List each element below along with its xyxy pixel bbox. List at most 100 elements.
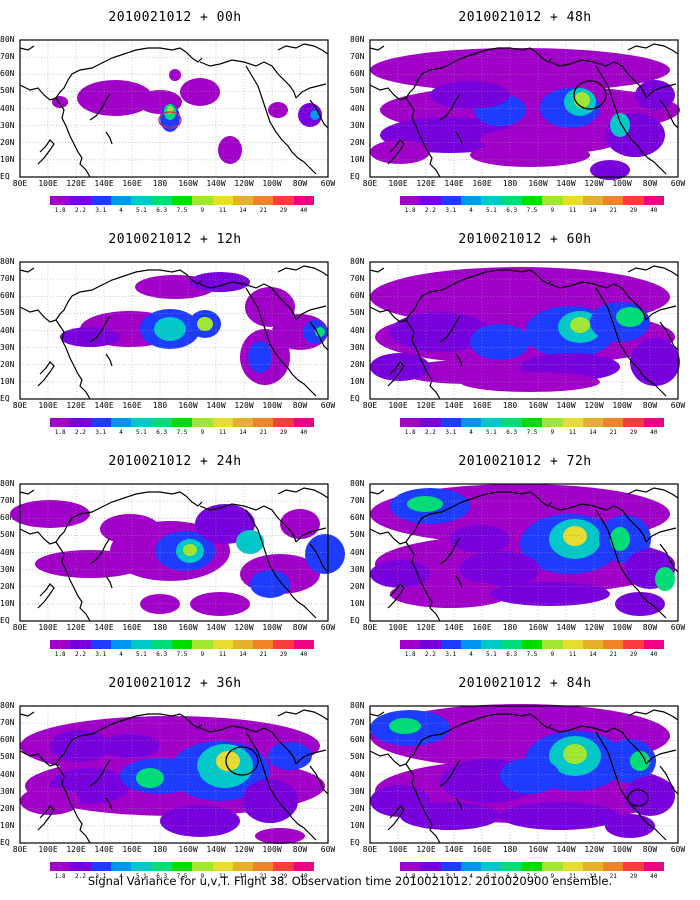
colorbar-swatch: [50, 862, 71, 871]
colorbar-label: 1.8: [404, 873, 416, 880]
colorbar-swatch: [131, 418, 152, 427]
longitude-label: 120W: [584, 401, 604, 410]
colorbar-label: 21: [609, 429, 617, 436]
colorbar-swatch: [192, 640, 213, 649]
colorbar-swatch: [582, 862, 604, 871]
latitude-label: 30N: [350, 564, 365, 574]
colorbar-swatch: [440, 640, 461, 649]
colorbar-label: 5.1: [485, 873, 497, 880]
colorbar-swatch: [293, 418, 315, 427]
longitude-axis-labels: 80E 100E 120E 140E 160E 180 160W 140W 120W 100W 80…: [350, 623, 700, 633]
longitude-label: 140W: [556, 623, 576, 632]
latitude-axis-labels: 80N 70N 60N 50N 40N 30N 20N 10N EQ: [350, 36, 370, 181]
colorbar-swatch: [293, 862, 315, 871]
colorbar-swatch: [212, 418, 233, 427]
variance-contour-region: [610, 527, 630, 551]
colorbar-label: 6.3: [156, 429, 168, 436]
colorbar-label: 7.5: [176, 873, 188, 880]
longitude-label: 160E: [472, 401, 492, 410]
colorbar-label: 5.1: [135, 651, 147, 658]
longitude-label: 160W: [178, 179, 198, 188]
longitude-label: 60W: [670, 179, 686, 188]
longitude-label: 180: [152, 179, 168, 188]
colorbar-label: 4: [119, 651, 123, 658]
colorbar-swatch: [521, 862, 543, 871]
colorbar-label: 14: [239, 207, 247, 214]
colorbar-swatch: [151, 418, 172, 427]
longitude-label: 120E: [66, 623, 86, 632]
latitude-label: 30N: [350, 786, 365, 796]
longitude-label: 120E: [416, 401, 436, 410]
colorbar-swatch: [192, 862, 213, 871]
latitude-label: 40N: [0, 547, 15, 557]
variance-contour-region: [500, 758, 560, 794]
latitude-label: 30N: [350, 342, 365, 352]
signal-variance-map: [19, 39, 329, 178]
longitude-label: 140E: [94, 401, 114, 410]
longitude-label: 80E: [362, 401, 378, 410]
variance-contour-region: [136, 768, 164, 788]
colorbar-swatch: [400, 418, 421, 427]
longitude-label: 140W: [556, 179, 576, 188]
colorbar-label: 2.2: [75, 429, 86, 436]
colorbar-label: 29: [279, 429, 288, 436]
colorbar-swatch: [440, 196, 461, 205]
forecast-panel: 2010021012 + 36h 80N 70N 60N 50N 40N 30N 20N 10N…: [0, 666, 350, 888]
colorbar-swatch: [110, 640, 132, 649]
longitude-label: 60W: [320, 845, 336, 854]
latitude-label: 20N: [350, 359, 365, 369]
colorbar-label: 21: [259, 873, 267, 880]
graticule: [20, 262, 328, 399]
longitude-label: 120E: [66, 845, 86, 854]
panel-title: 2010021012 + 48h: [458, 10, 592, 25]
latitude-label: EQ: [0, 172, 10, 181]
variance-contour-region: [389, 718, 421, 734]
variance-contour-region: [268, 742, 312, 770]
colorbar-label: 5.1: [135, 429, 147, 436]
signal-variance-map: [19, 705, 329, 844]
colorbar-swatch: [110, 862, 132, 871]
longitude-axis-labels: 80E 100E 120E 140E 160E 180 160W 140W 120W 100W 80…: [350, 845, 700, 855]
latitude-label: 40N: [350, 103, 365, 113]
latitude-label: EQ: [0, 838, 10, 847]
colorbar-label: 11: [568, 873, 577, 880]
variance-contour-region: [470, 324, 530, 360]
variance-contour-region: [154, 317, 186, 341]
latitude-label: 10N: [350, 598, 365, 608]
colorbar-label: 5.1: [485, 207, 497, 214]
variance-contour-region: [630, 338, 680, 386]
colorbar-label: 11: [568, 207, 577, 214]
latitude-label: 60N: [350, 69, 365, 79]
colorbar-swatch: [623, 196, 644, 205]
longitude-label: 160E: [472, 845, 492, 854]
longitude-label: 100E: [38, 179, 58, 188]
longitude-label: 80W: [292, 401, 308, 410]
latitude-label: EQ: [0, 394, 10, 403]
variance-contour-region: [250, 570, 290, 598]
colorbar-labels: 1.8 2.2 3.1 4 5.1 6.3 7.5 9 11 14 21 29 40: [50, 429, 314, 437]
latitude-label: 60N: [350, 513, 365, 523]
longitude-label: 80E: [12, 179, 28, 188]
colorbar-label: 1.8: [404, 651, 416, 658]
colorbar: [400, 862, 665, 871]
colorbar-label: 6.3: [506, 207, 518, 214]
panel-title: 2010021012 + 84h: [458, 676, 592, 691]
longitude-label: 60W: [670, 401, 686, 410]
longitude-label: 140E: [444, 623, 464, 632]
longitude-label: 100W: [262, 623, 282, 632]
colorbar-swatch: [50, 640, 71, 649]
longitude-label: 100E: [388, 845, 408, 854]
colorbar-label: 21: [609, 873, 617, 880]
colorbar-label: 40: [300, 429, 308, 436]
latitude-label: 70N: [350, 718, 365, 728]
variance-contour-region: [10, 500, 90, 528]
colorbar-swatch: [542, 196, 563, 205]
longitude-label: 160W: [528, 845, 548, 854]
longitude-label: 160W: [528, 179, 548, 188]
variance-contour-region: [605, 814, 655, 838]
latitude-label: 10N: [350, 154, 365, 164]
colorbar-swatch: [501, 862, 522, 871]
longitude-label: 80E: [12, 845, 28, 854]
latitude-label: 10N: [0, 376, 15, 386]
colorbar-label: 14: [239, 429, 247, 436]
